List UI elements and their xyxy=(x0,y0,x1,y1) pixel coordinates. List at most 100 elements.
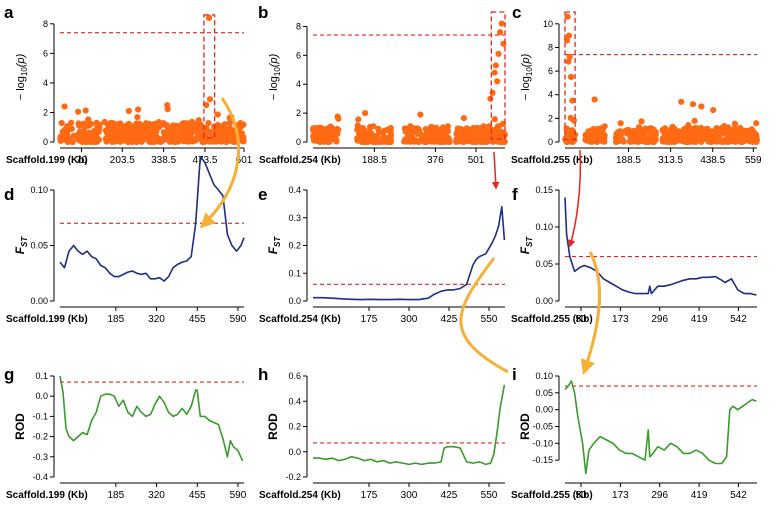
x-tick-label: 175 xyxy=(361,314,378,325)
data-point-peak xyxy=(569,97,576,104)
data-point xyxy=(413,126,421,133)
data-point-peak xyxy=(568,73,575,81)
x-tick-label: 601 xyxy=(236,155,253,166)
data-point xyxy=(662,129,669,136)
data-point xyxy=(635,124,643,131)
data-point-peak xyxy=(710,107,717,114)
y-tick-label: -0.15 xyxy=(532,455,553,465)
data-point xyxy=(599,138,606,145)
data-point xyxy=(387,128,394,135)
x-tick-label: 542 xyxy=(730,490,747,501)
series-line-f xyxy=(564,197,757,296)
data-point-peak xyxy=(203,102,210,109)
data-point xyxy=(354,122,361,129)
data-point xyxy=(133,138,140,145)
data-point xyxy=(647,125,654,132)
data-point xyxy=(594,133,601,140)
panel-d: d 0.00 0.05 0.10 185 320 455 590 Scaffold.199 (K… xyxy=(4,155,247,325)
data-point xyxy=(601,123,608,130)
data-point xyxy=(671,135,678,142)
y-tick-label: 0 xyxy=(296,137,301,147)
data-point xyxy=(104,135,111,142)
data-point xyxy=(221,121,228,128)
data-point xyxy=(132,126,139,133)
points-b xyxy=(310,20,508,146)
panel-letter-f: f xyxy=(512,185,518,204)
x-tick-label: 455 xyxy=(189,314,206,325)
data-point xyxy=(81,122,88,129)
data-point xyxy=(459,128,466,135)
panel-a: a 0 2 4 6 8 70 203.5 338.5 473.5 601 Scaffold.199 (… xyxy=(4,3,253,166)
data-point xyxy=(170,137,177,144)
data-point xyxy=(429,136,436,143)
panel-h: h -0.2 0.0 0.2 0.4 0.6 175 300 425 550 Scaffold.25… xyxy=(258,365,506,501)
y-tick-label: 0.1 xyxy=(288,268,301,278)
data-point xyxy=(381,138,388,145)
y-tick-label: 0.4 xyxy=(288,185,301,195)
y-tick-label: 8 xyxy=(43,19,48,29)
data-point-peak xyxy=(362,110,369,117)
data-point xyxy=(88,135,95,143)
data-point-peak xyxy=(492,62,499,69)
y-tick-label: 0.05 xyxy=(30,241,48,251)
data-point xyxy=(619,130,626,137)
y-tick-label: 4 xyxy=(296,79,301,89)
data-point xyxy=(70,132,77,139)
panel-letter-h: h xyxy=(258,365,268,384)
data-point xyxy=(124,127,131,134)
series-line-d xyxy=(59,155,245,282)
data-point xyxy=(439,125,446,132)
data-point xyxy=(221,134,228,141)
data-point-peak xyxy=(417,111,424,118)
data-point xyxy=(195,117,202,124)
data-point xyxy=(401,138,408,145)
data-point xyxy=(709,138,716,145)
data-point-peak xyxy=(564,13,571,20)
data-point xyxy=(685,128,693,135)
x-tick-label: 542 xyxy=(730,314,747,325)
data-point xyxy=(460,115,467,122)
data-point xyxy=(88,120,95,128)
x-tick-label: 70 xyxy=(76,155,88,166)
data-point xyxy=(692,127,700,135)
x-axis-label-h: Scaffold.254 (Kb) xyxy=(259,490,341,501)
series-line-e xyxy=(313,205,506,301)
data-point xyxy=(188,118,196,125)
data-point xyxy=(437,138,444,145)
data-point xyxy=(136,120,143,127)
data-point xyxy=(444,136,451,143)
data-point-peak xyxy=(206,14,213,21)
x-axis-label-b: Scaffold.254 (Kb) xyxy=(259,155,341,166)
x-tick-label: 376 xyxy=(427,155,444,166)
y-tick-label: 8 xyxy=(296,21,301,31)
data-point xyxy=(334,113,341,120)
data-point xyxy=(315,133,322,140)
data-point xyxy=(427,124,435,131)
y-tick-label: 0 xyxy=(548,137,553,147)
data-point xyxy=(680,131,687,138)
data-point xyxy=(61,126,68,133)
data-point xyxy=(75,131,82,138)
x-tick-label: 550 xyxy=(481,490,498,501)
arrows-layer xyxy=(199,97,602,375)
highlight-box-a xyxy=(203,14,216,139)
data-point xyxy=(237,121,244,128)
panel-f: f 0.00 0.05 0.10 0.15 50 173 296 419 542 Scaffold.… xyxy=(511,185,757,325)
data-point xyxy=(625,126,632,134)
data-point xyxy=(75,120,82,127)
data-point xyxy=(109,119,116,127)
y-tick-label: 0.0 xyxy=(35,391,48,401)
data-point xyxy=(150,138,157,145)
data-point xyxy=(155,119,162,126)
x-tick-label: 473.5 xyxy=(192,155,217,166)
data-point xyxy=(125,107,132,115)
y-tick-label: 0.1 xyxy=(35,371,48,381)
data-point xyxy=(491,127,498,134)
data-point-peak xyxy=(566,53,573,61)
data-point xyxy=(685,122,692,129)
data-point-peak xyxy=(61,103,68,110)
x-tick-label: 559 xyxy=(745,155,762,166)
y-axis-label-f: FST xyxy=(518,236,534,255)
y-tick-label: 0.10 xyxy=(535,371,553,381)
